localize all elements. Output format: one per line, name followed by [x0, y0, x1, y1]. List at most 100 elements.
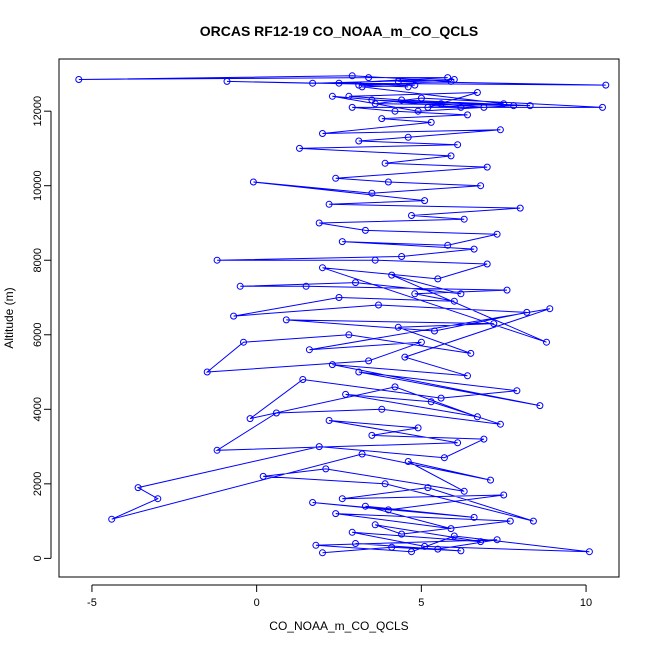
data-point: [460, 215, 468, 223]
data-point: [477, 182, 485, 190]
plot-area-frame: [58, 58, 620, 578]
data-point: [496, 126, 504, 134]
data-point: [213, 446, 221, 454]
x-axis-label: CO_NOAA_m_CO_QCLS: [269, 619, 408, 633]
y-tick-label: 6000: [32, 323, 44, 347]
data-point: [355, 368, 363, 376]
data-point: [230, 312, 238, 320]
data-point: [338, 238, 346, 246]
data-point: [457, 290, 465, 298]
x-tick-label: 5: [418, 597, 424, 609]
data-point: [440, 454, 448, 462]
y-tick-label: 2000: [32, 472, 44, 496]
data-point: [391, 383, 399, 391]
data-point: [414, 107, 422, 115]
data-point: [348, 103, 356, 111]
x-tick-label: 10: [580, 597, 592, 609]
data-point: [523, 308, 531, 316]
data-point: [332, 510, 340, 518]
x-tick-label: -5: [87, 597, 97, 609]
data-point: [457, 103, 465, 111]
data-point: [434, 545, 442, 553]
data-point: [414, 424, 422, 432]
data-point: [282, 316, 290, 324]
data-point: [493, 230, 501, 238]
data-point: [444, 241, 452, 249]
data-point: [464, 111, 471, 119]
data-point: [371, 100, 379, 108]
data-point: [240, 338, 247, 346]
data-point: [272, 409, 280, 417]
data-point: [302, 282, 310, 290]
data-point: [305, 346, 313, 354]
data-point: [365, 357, 373, 365]
data-point: [408, 548, 415, 556]
data-point: [223, 77, 231, 85]
data-point: [408, 212, 415, 219]
data-point: [427, 398, 435, 406]
data-point: [315, 219, 323, 227]
data-point: [355, 81, 363, 89]
y-axis: 0 2000 4000 6000 8000 10000 12000: [32, 96, 52, 561]
data-point: [404, 133, 412, 141]
data-point: [411, 290, 419, 298]
data-point: [447, 77, 455, 85]
data-point: [434, 275, 442, 283]
data-point: [401, 353, 409, 361]
data-point: [546, 305, 554, 313]
data-point: [381, 159, 389, 167]
data-point: [490, 320, 498, 328]
data-point: [398, 530, 406, 538]
chart-title: ORCAS RF12-19 CO_NOAA_m_CO_QCLS: [200, 23, 479, 39]
data-point: [342, 390, 350, 398]
data-point: [417, 94, 425, 102]
data-point: [75, 76, 83, 83]
data-point: [384, 178, 392, 186]
data-point: [467, 349, 475, 357]
data-point: [361, 502, 369, 510]
data-point: [384, 506, 392, 514]
data-point: [496, 420, 504, 428]
data-point: [464, 372, 471, 380]
data-point: [361, 226, 369, 234]
y-tick-label: 8000: [32, 248, 44, 272]
data-point: [328, 361, 336, 369]
data-point: [315, 443, 323, 451]
data-point: [506, 517, 514, 525]
data-point: [526, 102, 534, 110]
data-point: [602, 81, 610, 89]
data-point: [398, 96, 406, 104]
data-point: [319, 264, 326, 272]
data-point: [447, 152, 455, 160]
data-point: [332, 174, 340, 182]
data-point: [510, 102, 518, 110]
data-point: [480, 103, 488, 111]
data-point: [368, 431, 376, 439]
data-point: [470, 513, 478, 521]
data-point: [134, 484, 142, 492]
data-point: [404, 83, 412, 91]
x-tick-label: 0: [254, 597, 260, 609]
data-point: [404, 458, 412, 465]
data-point: [348, 72, 356, 80]
data-point: [358, 83, 366, 91]
data-point: [338, 495, 346, 503]
data-point: [296, 144, 303, 152]
data-point: [335, 79, 343, 87]
data-point: [371, 256, 379, 264]
data-point: [417, 338, 425, 346]
data-point: [483, 163, 491, 171]
data-point: [424, 484, 432, 492]
data-point: [457, 547, 465, 555]
data-point: [421, 197, 429, 205]
data-point: [358, 450, 366, 458]
data-point: [473, 89, 481, 96]
data-point: [454, 439, 462, 447]
y-axis-label: Altitude (m): [2, 287, 16, 348]
data-point: [450, 297, 458, 305]
y-tick-label: 10000: [32, 170, 44, 201]
data-point: [319, 549, 326, 557]
data-point: [431, 327, 438, 335]
